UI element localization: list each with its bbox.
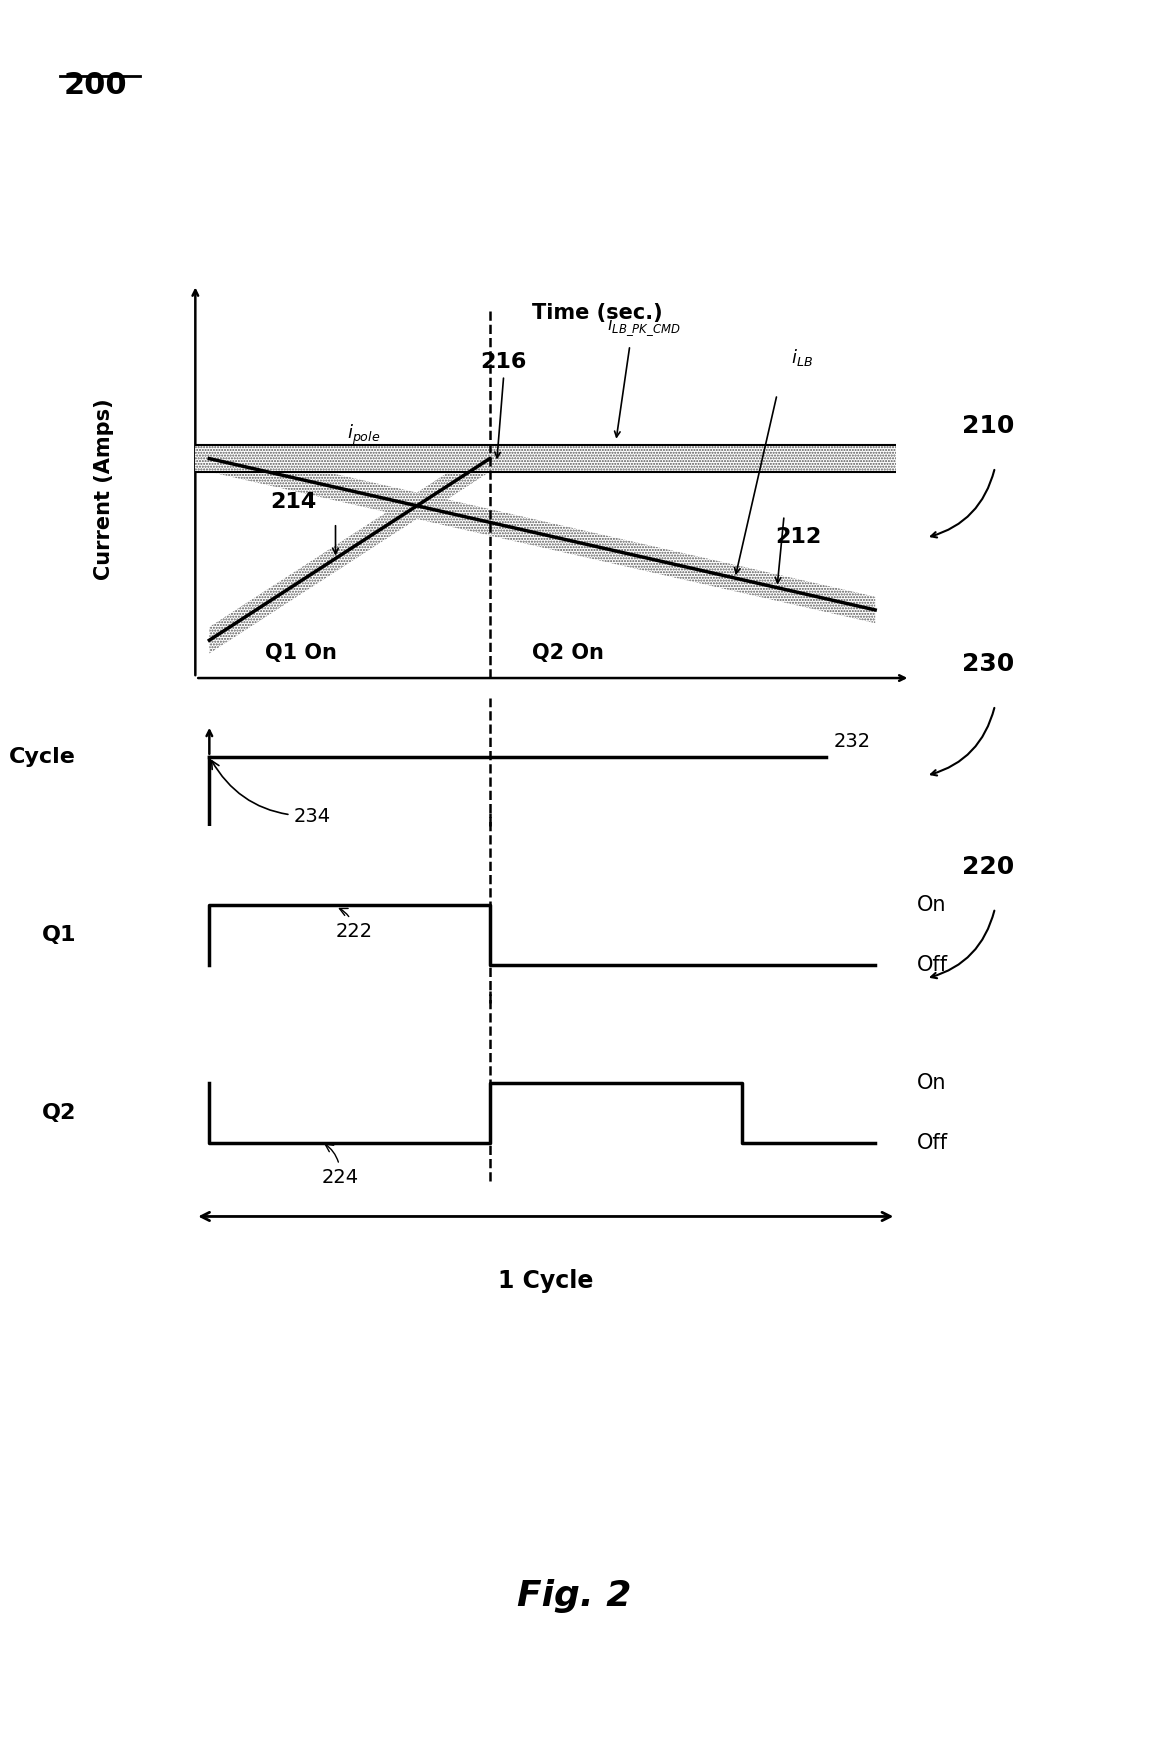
Text: 210: 210: [962, 414, 1015, 439]
Text: $i_{pole}$: $i_{pole}$: [347, 423, 380, 448]
Text: Time (sec.): Time (sec.): [532, 303, 663, 323]
Text: 214: 214: [270, 492, 317, 511]
Text: Current (Amps): Current (Amps): [94, 398, 114, 580]
Text: Q2: Q2: [41, 1104, 76, 1123]
Text: 216: 216: [480, 351, 527, 372]
Text: 232: 232: [833, 732, 870, 751]
Text: Fig. 2: Fig. 2: [517, 1580, 632, 1613]
Text: 220: 220: [962, 855, 1015, 880]
Text: 222: 222: [336, 908, 372, 941]
Text: Q1: Q1: [41, 926, 76, 945]
Text: Off: Off: [917, 956, 948, 975]
Text: Q1 On: Q1 On: [265, 643, 338, 663]
Text: Q2 On: Q2 On: [532, 643, 603, 663]
Text: 1 Cycle: 1 Cycle: [498, 1269, 594, 1294]
Text: On: On: [917, 1074, 947, 1093]
Text: 224: 224: [322, 1144, 358, 1186]
Text: Off: Off: [917, 1134, 948, 1153]
Text: 200: 200: [63, 71, 126, 99]
Text: Cycle: Cycle: [9, 748, 76, 767]
Text: 230: 230: [962, 652, 1015, 677]
Text: 212: 212: [774, 527, 822, 547]
Text: $i_{LB\_PK\_CMD}$: $i_{LB\_PK\_CMD}$: [607, 314, 681, 337]
Bar: [195, 446, 896, 472]
Text: 234: 234: [211, 762, 331, 825]
Text: On: On: [917, 896, 947, 915]
Text: $i_{LB}$: $i_{LB}$: [791, 347, 813, 368]
